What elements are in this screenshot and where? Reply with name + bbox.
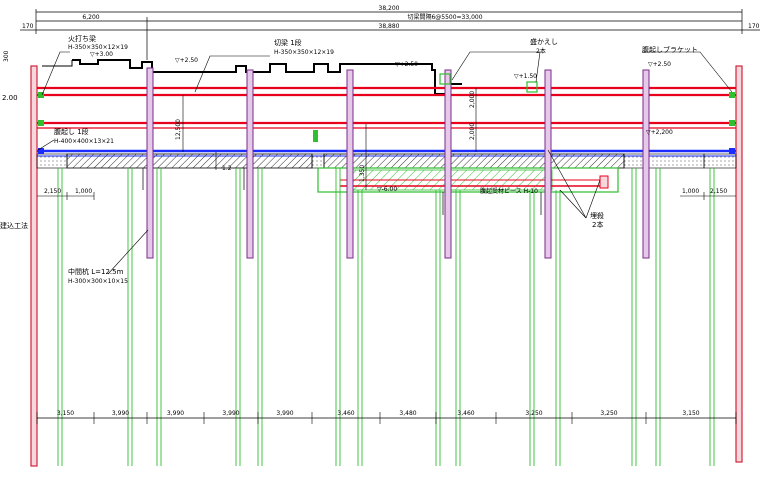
dim-left-200: 2.00 xyxy=(2,94,18,102)
bottom-dim-labels: 3,150 3,990 3,990 3,990 3,990 3,460 3,480 3,460… xyxy=(57,410,700,417)
dim-vertical-a: 12,500 xyxy=(175,119,182,140)
dim-top-left-small: 300 xyxy=(3,50,10,62)
pit-outline xyxy=(317,167,619,193)
dim-overall: 38,200 xyxy=(379,5,400,12)
label-nekaeshi: 盛かえし xyxy=(530,37,558,46)
sheet-pile-right xyxy=(735,65,743,463)
label-kiribari: 切梁 1段 xyxy=(274,38,302,47)
bottom-span-label: 3,460 xyxy=(337,410,354,417)
dim-right-small: 2,150 xyxy=(710,188,727,195)
dim-inner-span: 38,880 xyxy=(379,23,400,30)
slab-right-soil-b xyxy=(703,153,737,169)
label-hiuchi-spec: H-350×350×12×19 xyxy=(68,44,128,51)
label-nekaeshi-count: 2本 xyxy=(536,47,546,55)
bracket-marks xyxy=(38,73,735,154)
bottom-span-label: 3,460 xyxy=(457,410,474,417)
dim-vertical-d: 1,350 xyxy=(359,165,366,182)
ground-profile xyxy=(72,59,462,95)
label-mark-12: 1.2 xyxy=(222,165,232,172)
bottom-span-label: 3,150 xyxy=(57,410,74,417)
label-chukanko: 中間杭 L=12.5m xyxy=(68,267,124,276)
bottom-span-label: 3,990 xyxy=(276,410,293,417)
label-haraokoshi-spec: H-400×400×13×21 xyxy=(54,138,114,145)
pit-end-block xyxy=(599,175,609,189)
dim-right-offset: 170 xyxy=(748,23,760,30)
label-level-minus: ▽-6.00 xyxy=(377,186,397,193)
dim-left-small: 2,150 xyxy=(44,188,61,195)
sheet-pile-left xyxy=(30,65,38,467)
bottom-span-label: 3,990 xyxy=(112,410,129,417)
label-level-250-a: ▽+2.50 xyxy=(175,57,198,64)
bottom-dim-ticks xyxy=(36,412,737,424)
slab-right-soil xyxy=(623,153,705,169)
label-level-150: ▽+1.50 xyxy=(514,73,537,80)
label-left-side: 建込工法 xyxy=(0,221,28,230)
dim-vertical-b: 2,000 xyxy=(469,91,476,108)
label-level-250-c: ▽+2.50 xyxy=(648,61,671,68)
dim-left-offset: 170 xyxy=(22,23,34,30)
bottom-span-label: 3,250 xyxy=(600,410,617,417)
dim-segment-left: 6,200 xyxy=(82,14,99,21)
struts xyxy=(37,86,736,129)
top-dimensions xyxy=(20,9,760,60)
label-level-250-b: ▽+2.50 xyxy=(395,61,418,68)
label-hiuchi-level: ▽+3.00 xyxy=(90,51,113,58)
intermediate-piles xyxy=(146,67,650,259)
bottom-span-label: 3,480 xyxy=(399,410,416,417)
label-hiuchi: 火打ち梁 xyxy=(68,34,96,43)
vertical-dims xyxy=(182,88,477,190)
slab-hatch-left xyxy=(66,153,313,169)
label-level-2200: ▽+2,200 xyxy=(646,129,673,136)
slab-left-soil xyxy=(36,153,68,169)
label-maikoroshi-count: 2本 xyxy=(592,220,603,229)
bottom-span-label: 3,990 xyxy=(167,410,184,417)
bottom-span-label: 3,990 xyxy=(222,410,239,417)
label-kiribari-spec: H-350×350×12×19 xyxy=(274,49,334,56)
label-maikoroshi: 埋殺 xyxy=(590,211,604,220)
label-pit-note: 腹起受材ピース H-10 xyxy=(480,187,538,195)
slab-hatch-right xyxy=(323,153,625,169)
ground-profile-lower xyxy=(42,60,73,67)
dim-right-small-b: 1,000 xyxy=(682,188,699,195)
slab-soil-mid xyxy=(311,153,325,169)
dim-vertical-c: 2,000 xyxy=(469,123,476,140)
label-haraokoshi: 腹起し 1段 xyxy=(54,127,89,136)
dim-strut-spacing: 切梁間隔6@5500=33,000 xyxy=(407,13,482,21)
leader-lines xyxy=(37,51,733,275)
foundation-piles xyxy=(57,168,715,466)
bottom-span-label: 3,250 xyxy=(525,410,542,417)
bottom-span-label: 3,150 xyxy=(682,410,699,417)
label-chukanko-spec: H-300×300×10×15 xyxy=(68,278,128,285)
side-dims xyxy=(37,192,736,200)
dim-left-small-b: 1,000 xyxy=(75,188,92,195)
pile-black-pairs xyxy=(142,168,542,215)
label-bracket: 腹起しブラケット xyxy=(642,45,698,54)
